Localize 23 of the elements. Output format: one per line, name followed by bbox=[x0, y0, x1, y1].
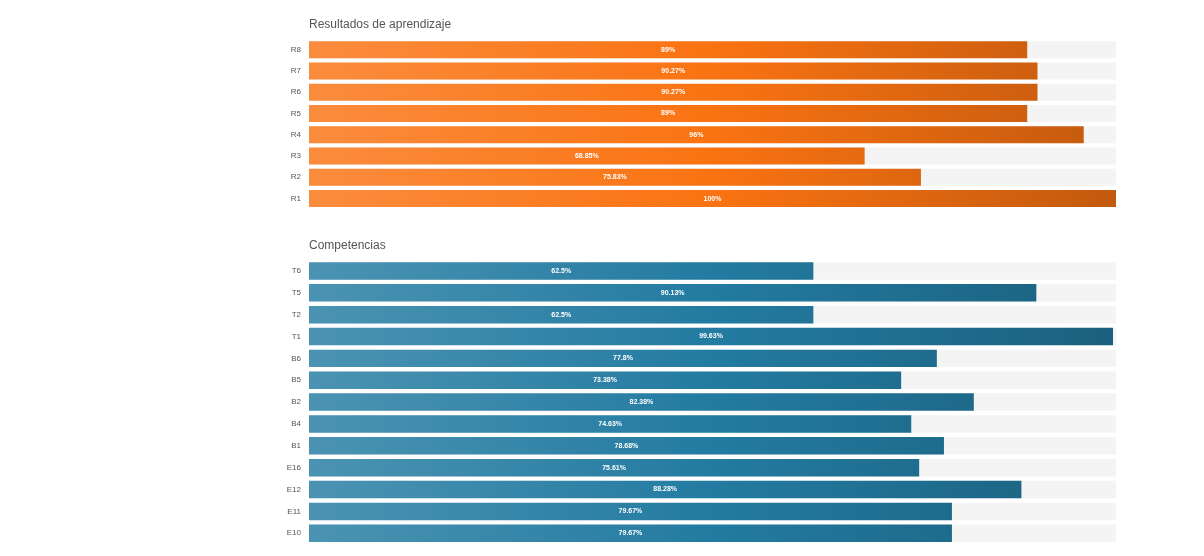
y-tick-label: T2 bbox=[291, 309, 302, 319]
y-tick-label: R1 bbox=[290, 193, 302, 203]
y-tick-label: R2 bbox=[290, 172, 302, 182]
chart-title: Competencias bbox=[309, 238, 386, 253]
y-tick-label: E16 bbox=[286, 462, 302, 472]
y-tick-label: B5 bbox=[291, 375, 302, 385]
y-tick-label: T6 bbox=[291, 266, 302, 276]
y-tick-label: R4 bbox=[290, 129, 302, 139]
y-tick-label: B1 bbox=[291, 441, 302, 451]
y-tick-label: R6 bbox=[290, 87, 302, 97]
y-tick-label: B2 bbox=[291, 397, 302, 407]
y-tick-label: B6 bbox=[291, 353, 302, 363]
y-tick-label: E10 bbox=[286, 528, 302, 538]
chart-title: Resultados de aprendizaje bbox=[309, 17, 452, 32]
y-tick-label: T5 bbox=[291, 288, 302, 297]
y-tick-label: R3 bbox=[290, 151, 302, 161]
y-tick-label: E11 bbox=[287, 506, 302, 516]
y-tick-label: R7 bbox=[290, 66, 302, 76]
y-tick-label: R8 bbox=[290, 44, 302, 54]
y-tick-label: B4 bbox=[291, 419, 302, 429]
y-tick-label: T1 bbox=[291, 331, 302, 341]
y-tick-label: E12 bbox=[286, 484, 302, 494]
y-tick-label: R5 bbox=[290, 108, 302, 118]
